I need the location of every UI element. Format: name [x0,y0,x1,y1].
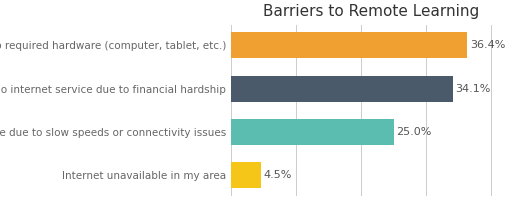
Text: 4.5%: 4.5% [263,170,291,180]
Bar [231,119,393,145]
Bar [231,162,260,188]
Text: 34.1%: 34.1% [455,84,490,94]
Title: Barriers to Remote Learning: Barriers to Remote Learning [262,4,479,19]
Text: 25.0%: 25.0% [396,127,431,137]
Bar [231,33,468,58]
Text: 36.4%: 36.4% [470,40,505,50]
Bar [231,76,452,102]
